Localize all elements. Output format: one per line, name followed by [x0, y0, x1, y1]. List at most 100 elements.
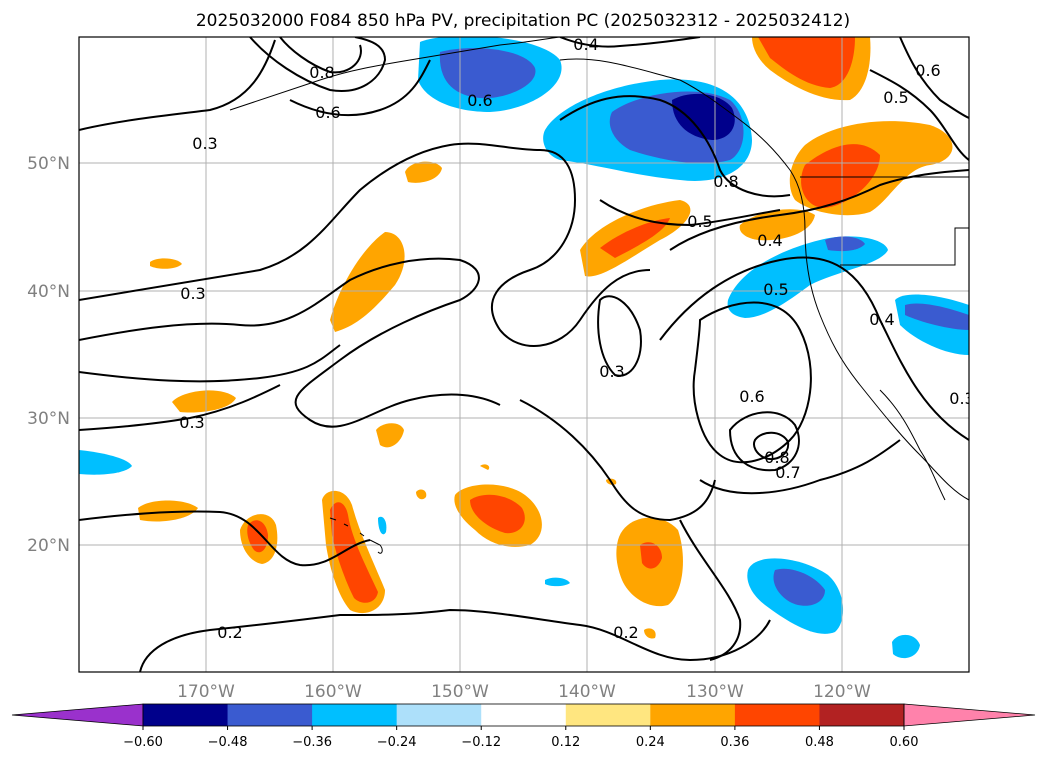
pv-contour [679, 519, 742, 661]
contour-label: 0.5 [883, 88, 908, 107]
border-usa-mexico [840, 227, 969, 266]
precip-negative-core [825, 236, 865, 252]
contour-label: 0.2 [217, 623, 242, 642]
colorbar-tick-label: −0.24 [377, 735, 417, 750]
pv-contour [519, 399, 716, 522]
precip-positive-core [470, 494, 525, 534]
pv-contour [669, 169, 969, 251]
precip-negative-region [79, 450, 132, 475]
map-frame [78, 36, 970, 673]
lon-tick-label: 150°W [431, 682, 489, 702]
precip-positive-core [247, 520, 268, 553]
pv-contour [753, 431, 790, 461]
contour-label: 0.7 [775, 463, 800, 482]
precip-positive-region [376, 423, 404, 448]
colorbar-bin [227, 704, 313, 726]
lon-tick-label: 140°W [558, 682, 616, 702]
colorbar-tick-label: 0.36 [720, 735, 749, 750]
contour-label: 0.5 [763, 280, 788, 299]
precip-negative-core [439, 48, 536, 99]
coastline-north-america [559, 58, 969, 501]
pv-contour [692, 301, 812, 464]
precip-negative-region [892, 634, 920, 659]
colorbar-bin [312, 704, 398, 726]
pv-contour [559, 95, 791, 198]
colorbar-swatches [11, 703, 1036, 727]
contour-label: 0.8 [713, 172, 738, 191]
colorbar-tick-label: 0.60 [890, 735, 919, 750]
pv-contour [559, 37, 701, 48]
precip-positive-core [330, 502, 378, 603]
coastline-alaska [229, 37, 561, 111]
colorbar-tick-label: −0.12 [461, 735, 501, 750]
colorbar-tick-label: −0.36 [292, 735, 332, 750]
figure-title: 2025032000 F084 850 hPa PV, precipitatio… [196, 11, 850, 31]
contour-label: 0.2 [613, 623, 638, 642]
pv-contour [279, 37, 362, 74]
colorbar-bin [565, 704, 651, 726]
precip-positive-region [138, 500, 198, 522]
contour-label: 0.3 [179, 413, 204, 432]
colorbar-bin [734, 704, 820, 726]
pv-contour [699, 439, 901, 495]
colorbar-tick-label: −0.60 [123, 735, 163, 750]
precip-positive-small [480, 464, 490, 470]
contour-label-group: 0.4 0.8 0.6 0.6 0.3 0.8 0.5 0.4 0.5 0.6 … [179, 37, 974, 642]
pv-contour [597, 295, 642, 377]
colorbar-frame [142, 703, 905, 727]
lat-tick-label: 50°N [27, 154, 70, 174]
colorbar-tick-label: 0.24 [636, 735, 665, 750]
precip-positive-core [801, 144, 880, 208]
baja-california [879, 389, 946, 501]
colorbar-tick-label: 0.12 [551, 735, 580, 750]
contour-label: 0.6 [739, 387, 764, 406]
colorbar-bin [143, 704, 229, 726]
pv-contour [79, 344, 341, 383]
precip-positive-region [172, 390, 236, 413]
precip-negative-core [773, 568, 825, 606]
latitude-tick-labels: 50°N 40°N 30°N 20°N [27, 154, 70, 556]
pv-contour [599, 199, 781, 227]
pv-contour [728, 411, 800, 472]
precip-negative-core [672, 93, 735, 140]
lat-tick-label: 30°N [27, 409, 70, 429]
colorbar-extend-low [11, 703, 144, 727]
pv-contour [659, 256, 969, 441]
precip-positive-region [405, 161, 442, 183]
pv-contour [869, 69, 969, 161]
colorbar-bin [819, 704, 905, 726]
colorbar-bin [396, 704, 482, 726]
contour-label: 0.8 [309, 63, 334, 82]
contour-label: 0.3 [949, 389, 974, 408]
contour-label: 0.3 [192, 134, 217, 153]
lon-tick-label: 130°W [686, 682, 744, 702]
precip-positive-small [644, 628, 656, 639]
pv-contour [79, 39, 276, 131]
precip-positive-region [150, 258, 182, 269]
lat-tick-label: 40°N [27, 282, 70, 302]
precip-positive-region [330, 232, 405, 332]
colorbar-bin [650, 704, 736, 726]
colorbar-tick-label: −0.48 [208, 735, 248, 750]
pv-contour [79, 510, 371, 567]
precip-positive-small [416, 489, 427, 500]
precip-positive-core [640, 542, 662, 569]
hawaii-islands [329, 517, 383, 554]
precip-fill-layer [79, 37, 969, 659]
coastlines [229, 37, 969, 554]
colorbar-bin [481, 704, 567, 726]
pv-contour [249, 37, 387, 92]
contour-label: 0.5 [687, 212, 712, 231]
contour-label: 0.8 [764, 448, 789, 467]
colorbar: −0.60 −0.48 −0.36 −0.24 −0.12 0.12 0.24 0.36 0.4… [11, 703, 1036, 750]
precip-positive-core [600, 218, 670, 258]
longitude-tick-labels: 170°W 160°W 150°W 140°W 130°W 120°W [177, 682, 871, 702]
colorbar-tick-label: 0.48 [805, 735, 834, 750]
precip-negative-small [545, 577, 570, 587]
lon-tick-label: 160°W [304, 682, 362, 702]
contour-label: 0.6 [315, 103, 340, 122]
lat-tick-label: 20°N [27, 536, 70, 556]
colorbar-ticks: −0.60 −0.48 −0.36 −0.24 −0.12 0.12 0.24 0.36 0.4… [123, 726, 918, 750]
pv-contour [79, 257, 501, 428]
colorbar-extend-high [903, 703, 1036, 727]
